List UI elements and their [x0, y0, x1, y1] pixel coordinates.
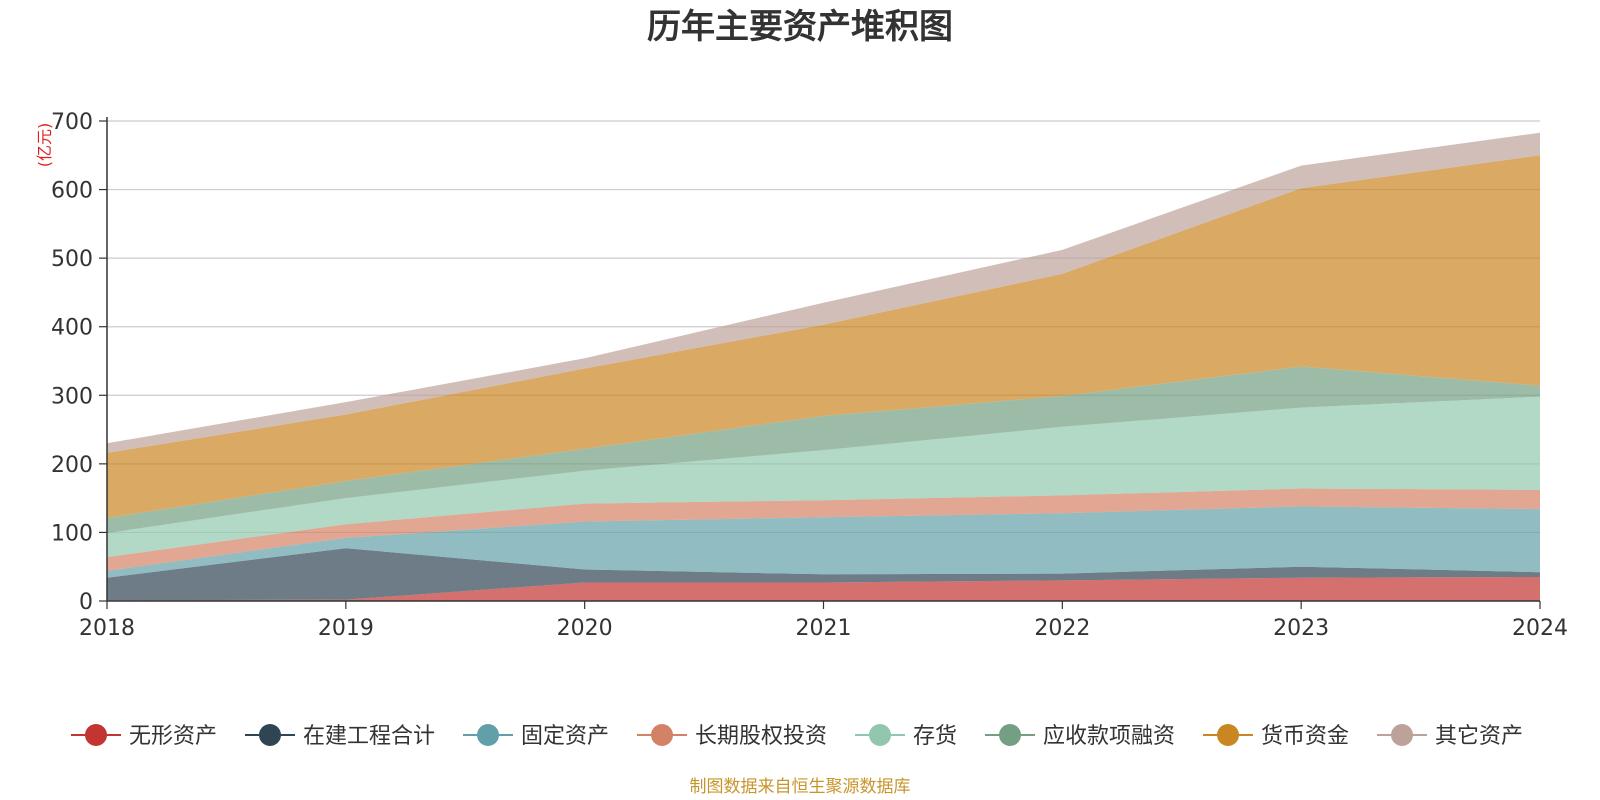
x-tick-label: 2024 — [1512, 616, 1568, 641]
legend-marker — [1217, 724, 1239, 746]
legend-marker — [1391, 724, 1413, 746]
legend-item-4[interactable]: 长期股权投资 — [637, 724, 827, 749]
y-tick-label: 400 — [51, 316, 93, 341]
legend-item-7[interactable]: 货币资金 — [1203, 724, 1349, 749]
legend-item-5[interactable]: 存货 — [855, 724, 957, 749]
area-3 — [107, 506, 1540, 578]
y-axis-unit-label: (亿元) — [35, 123, 54, 168]
x-tick-label: 2020 — [557, 616, 613, 641]
area-5 — [107, 396, 1540, 558]
legend-marker — [651, 724, 673, 746]
y-tick-label: 200 — [51, 453, 93, 478]
legend-label: 长期股权投资 — [695, 724, 827, 749]
legend-label: 货币资金 — [1261, 724, 1349, 749]
y-tick-label: 100 — [51, 521, 93, 546]
area-7 — [107, 155, 1540, 519]
legend-marker — [477, 724, 499, 746]
legend-marker — [869, 724, 891, 746]
area-8 — [107, 132, 1540, 453]
y-tick-label: 500 — [51, 247, 93, 272]
x-tick-label: 2023 — [1273, 616, 1329, 641]
x-tick-label: 2022 — [1034, 616, 1090, 641]
legend-label: 存货 — [913, 724, 957, 749]
area-1 — [107, 577, 1540, 601]
area-series — [107, 132, 1540, 601]
data-source-footer: 制图数据来自恒生聚源数据库 — [690, 777, 911, 797]
axes: 0 100 200 300 400 500 600 700 2018 2019 2020 2021 20… — [51, 110, 1568, 641]
legend-item-2[interactable]: 在建工程合计 — [245, 724, 435, 749]
x-tick-label: 2019 — [318, 616, 374, 641]
y-tick-label: 600 — [51, 179, 93, 204]
chart-title: 历年主要资产堆积图 — [647, 7, 953, 47]
y-tick-label: 700 — [51, 110, 93, 135]
legend-marker — [85, 724, 107, 746]
legend-label: 应收款项融资 — [1043, 724, 1175, 749]
area-2 — [107, 548, 1540, 601]
area-6 — [107, 366, 1540, 534]
legend-label: 固定资产 — [521, 724, 609, 749]
legend-label: 其它资产 — [1435, 724, 1523, 749]
y-tick-label: 300 — [51, 384, 93, 409]
legend-label: 无形资产 — [129, 724, 217, 749]
legend-item-6[interactable]: 应收款项融资 — [985, 724, 1175, 749]
x-tick-label: 2018 — [79, 616, 135, 641]
legend: 无形资产 在建工程合计 固定资产 长期股权投资 存货 应收款项融资 货币资金 其它资产 — [71, 724, 1523, 749]
legend-label: 在建工程合计 — [303, 724, 435, 749]
x-tick-label: 2021 — [796, 616, 852, 641]
legend-item-1[interactable]: 无形资产 — [71, 724, 217, 749]
area-4 — [107, 488, 1540, 571]
legend-item-8[interactable]: 其它资产 — [1377, 724, 1523, 749]
legend-item-3[interactable]: 固定资产 — [463, 724, 609, 749]
y-tick-label: 0 — [79, 590, 93, 615]
legend-marker — [999, 724, 1021, 746]
legend-marker — [259, 724, 281, 746]
